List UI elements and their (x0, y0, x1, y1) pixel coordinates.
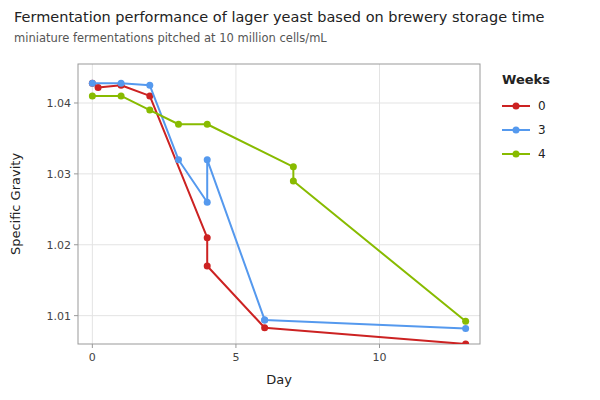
data-point (204, 121, 211, 128)
plot-frame (78, 64, 480, 344)
tick-y (74, 102, 78, 103)
data-point (204, 199, 211, 206)
subtitle: miniature fermentations pitched at 10 mi… (14, 31, 327, 45)
tick-label-y: 1.04 (47, 97, 72, 110)
series (89, 92, 469, 324)
tick-x (379, 344, 380, 348)
legend-label: 3 (538, 123, 546, 137)
legend-marker (513, 103, 520, 110)
data-point (204, 234, 211, 241)
tick-y (74, 173, 78, 174)
tick-label-x: 5 (232, 351, 239, 364)
grid-line-x (379, 64, 380, 344)
axes: 0 5 10 1.01 1.02 1.03 1.04 (47, 97, 387, 364)
marks (89, 80, 469, 344)
data-point (290, 163, 297, 170)
series-line (92, 96, 465, 321)
grid-line-x (235, 64, 236, 344)
legend-title: Weeks (502, 72, 550, 87)
grid-line-x (92, 64, 93, 344)
legend-label: 4 (538, 147, 546, 161)
data-point (290, 177, 297, 184)
tick-y (74, 244, 78, 245)
data-point (118, 92, 125, 99)
chart: Fermentation performance of lager yeast … (0, 0, 600, 400)
legend-marker (513, 151, 520, 158)
tick-label-y: 1.02 (47, 239, 72, 252)
title: Fermentation performance of lager yeast … (14, 9, 545, 25)
data-point (89, 80, 96, 87)
data-point (89, 80, 96, 87)
tick-x (92, 344, 93, 348)
data-point (204, 156, 211, 163)
data-point (261, 316, 268, 323)
legend-label: 0 (538, 99, 546, 113)
data-point (175, 121, 182, 128)
grid (78, 64, 480, 344)
data-point (261, 324, 268, 331)
tick-label-x: 0 (89, 351, 96, 364)
series-line (92, 83, 465, 328)
data-point (89, 92, 96, 99)
x-axis-label: Day (266, 372, 292, 387)
data-point (146, 82, 153, 89)
data-point (462, 318, 469, 325)
series (89, 80, 469, 332)
tick-label-x: 10 (373, 351, 387, 364)
data-point (462, 325, 469, 332)
series (89, 80, 469, 344)
tick-label-y: 1.03 (47, 168, 72, 181)
data-point (462, 341, 469, 345)
legend: Weeks 0 3 4 (502, 72, 550, 161)
data-point (95, 84, 102, 91)
data-point (175, 156, 182, 163)
grid-line-y (78, 244, 480, 245)
legend-marker (513, 127, 520, 134)
y-axis-label: Specific Gravity (8, 153, 23, 256)
data-point (261, 316, 268, 323)
tick-y (74, 315, 78, 316)
tick-x (235, 344, 236, 348)
grid-line-y (78, 173, 480, 174)
data-point (204, 263, 211, 270)
series-line (92, 83, 465, 344)
tick-label-y: 1.01 (47, 310, 72, 323)
data-point (118, 80, 125, 87)
data-point (146, 107, 153, 114)
grid-line-y (78, 315, 480, 316)
